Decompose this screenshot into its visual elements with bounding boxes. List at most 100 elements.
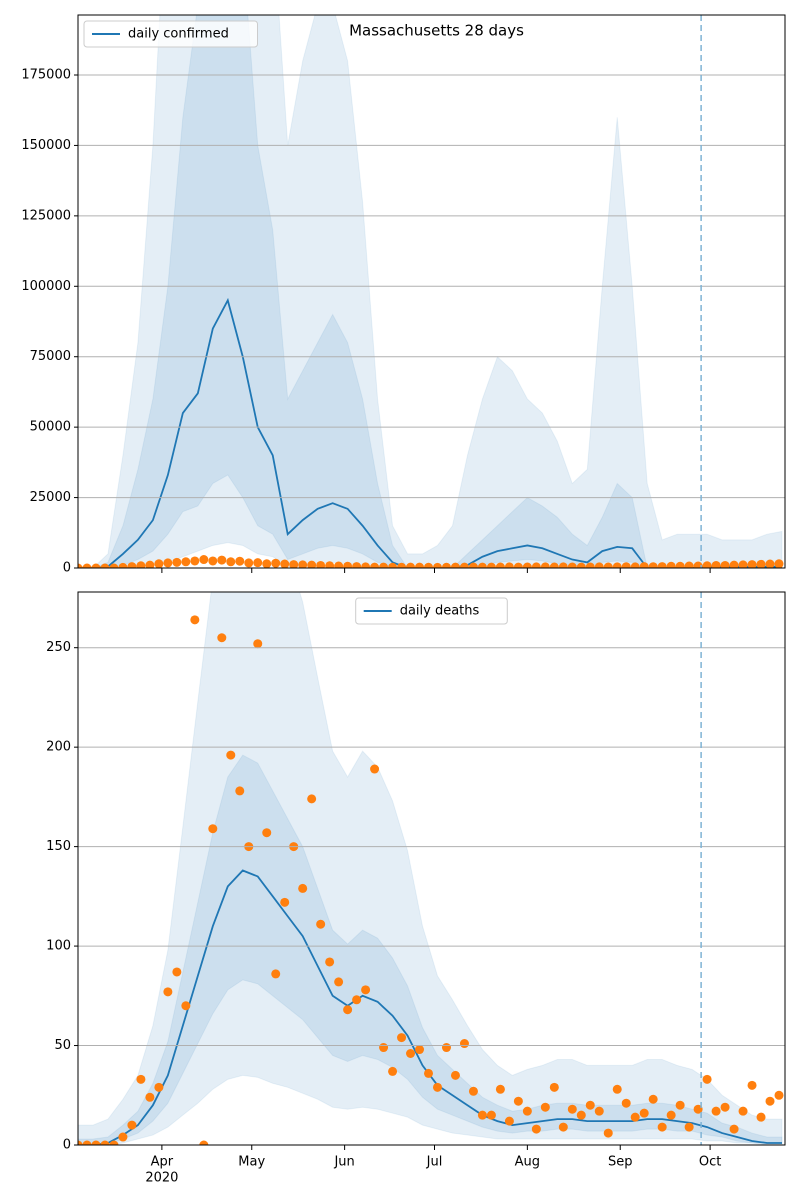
x-tick-label: Aug [515, 1155, 540, 1170]
data-point [379, 562, 389, 568]
data-point [154, 559, 164, 568]
y-tick-label: 150 [46, 839, 71, 854]
data-point [424, 1068, 434, 1078]
data-point [217, 555, 227, 565]
data-point [756, 559, 766, 568]
data-point [235, 556, 245, 566]
data-point [298, 883, 308, 893]
data-point [406, 1048, 416, 1058]
y-tick-label: 175000 [21, 68, 71, 83]
data-point [576, 562, 586, 568]
data-point [118, 562, 128, 568]
data-point [738, 560, 748, 568]
y-tick-label: 100000 [21, 279, 71, 294]
data-point [432, 562, 442, 568]
data-point [199, 555, 209, 565]
data-point [100, 1140, 110, 1145]
data-point [594, 1106, 604, 1116]
data-point [316, 560, 326, 568]
data-point [648, 562, 658, 568]
data-point [774, 1090, 784, 1100]
data-point [82, 563, 92, 568]
legend-label: daily confirmed [128, 27, 229, 42]
data-point [468, 1086, 478, 1096]
data-point [684, 1122, 694, 1132]
data-point [406, 562, 416, 568]
data-point [720, 1102, 730, 1112]
data-point [630, 1112, 640, 1122]
data-point [172, 557, 182, 567]
data-point [78, 1140, 83, 1145]
data-point [585, 562, 595, 568]
x-tick-label: Jul [426, 1155, 443, 1170]
data-point [316, 919, 326, 929]
data-point [594, 562, 604, 568]
data-point [639, 1108, 649, 1118]
data-point [495, 1084, 505, 1094]
data-point [729, 1124, 739, 1134]
data-point [379, 1043, 389, 1053]
data-point [217, 633, 227, 643]
data-point [154, 1082, 164, 1092]
data-point [477, 562, 487, 568]
data-point [747, 1080, 757, 1090]
data-point [630, 562, 640, 568]
data-point [208, 824, 218, 834]
data-point [549, 1082, 559, 1092]
data-point [459, 562, 469, 568]
data-point [621, 562, 631, 568]
data-point [163, 987, 173, 997]
x-tick-label: Jun [333, 1155, 354, 1170]
data-point [127, 1120, 137, 1130]
data-point [612, 1084, 622, 1094]
data-point [118, 1132, 128, 1142]
data-point [370, 562, 380, 568]
data-point [765, 559, 775, 568]
data-point [441, 1043, 451, 1053]
data-point [397, 562, 407, 568]
y-tick-label: 50 [54, 1038, 71, 1053]
data-point [522, 1106, 532, 1116]
data-point [522, 562, 532, 568]
data-point [262, 828, 272, 838]
x-tick-label: Apr [151, 1155, 174, 1170]
x-tick-label: Oct [699, 1155, 721, 1170]
data-point [486, 1110, 496, 1120]
data-point [181, 1001, 191, 1011]
uncertainty-band [78, 592, 783, 1145]
data-point [504, 1116, 514, 1126]
data-point [531, 562, 541, 568]
data-point [558, 562, 568, 568]
data-point [298, 560, 308, 568]
data-point [666, 561, 676, 568]
data-point [343, 1005, 353, 1015]
data-point [136, 561, 146, 568]
data-point [774, 559, 784, 568]
data-point [91, 1140, 101, 1145]
plot-area [78, 592, 784, 1145]
data-point [262, 559, 272, 568]
x-tick-label: Sep [608, 1155, 633, 1170]
data-point [163, 558, 173, 568]
plot-area [78, 15, 784, 568]
data-point [675, 561, 685, 568]
data-point [325, 561, 335, 568]
data-point [702, 561, 712, 568]
data-point [78, 563, 83, 568]
series-line [78, 297, 783, 568]
data-point [513, 1096, 523, 1106]
data-point [109, 1140, 119, 1145]
y-tick-label: 50000 [30, 420, 71, 435]
data-point [513, 562, 523, 568]
data-point [540, 1102, 550, 1112]
data-point [289, 560, 299, 568]
y-tick-label: 150000 [21, 138, 71, 153]
data-point [388, 1066, 398, 1076]
data-point [450, 562, 460, 568]
data-point [415, 1045, 425, 1055]
y-tick-label: 125000 [21, 208, 71, 223]
data-point [657, 562, 667, 568]
data-point [100, 563, 110, 568]
data-point [226, 750, 236, 760]
